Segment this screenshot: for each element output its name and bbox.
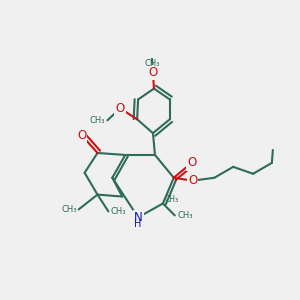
Text: CH₃: CH₃	[144, 59, 160, 68]
Text: H: H	[134, 219, 142, 229]
Text: CH₃: CH₃	[110, 207, 126, 216]
Text: O: O	[148, 66, 158, 79]
Text: CH₃: CH₃	[178, 211, 193, 220]
Text: O: O	[116, 102, 125, 115]
Text: O: O	[188, 174, 197, 187]
Text: CH₃: CH₃	[61, 205, 77, 214]
Text: CH₃: CH₃	[165, 194, 179, 203]
Text: O: O	[187, 156, 196, 170]
Text: CH₃: CH₃	[90, 116, 105, 125]
Text: N: N	[134, 211, 142, 224]
Text: O: O	[77, 129, 86, 142]
